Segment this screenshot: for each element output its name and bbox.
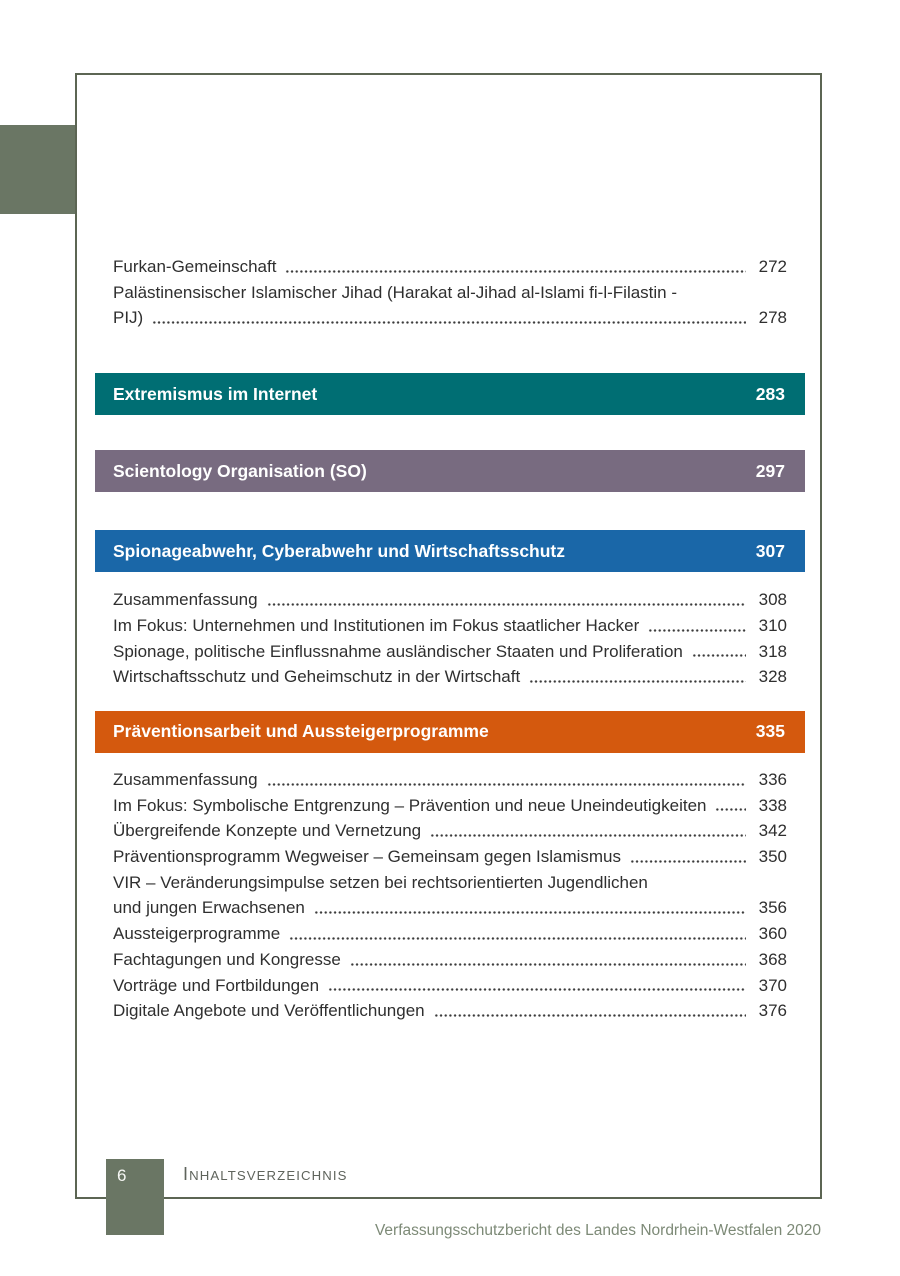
toc-header-label: Spionageabwehr, Cyberabwehr und Wirtscha… — [113, 540, 566, 561]
toc-entry-label: und jungen Erwachsenen — [113, 898, 305, 918]
dot-leader — [529, 679, 746, 683]
toc-header-scientology-organisation: Scientology Organisation (SO) 297 — [95, 450, 805, 493]
chapter-side-tab — [0, 125, 77, 214]
toc-entry-page-number: 318 — [758, 641, 787, 661]
toc-header-spionageabwehr: Spionageabwehr, Cyberabwehr und Wirtscha… — [95, 530, 805, 573]
toc-entry: Furkan-Gemeinschaft 272 — [113, 254, 787, 280]
toc-header-praeventionsarbeit: Präventionsarbeit und Aussteigerprogramm… — [95, 710, 805, 753]
page-number-box: 6 — [106, 1159, 164, 1235]
toc-entry: VIR – Veränderungsimpulse setzen bei rec… — [113, 870, 787, 896]
toc-entry-label: Fachtagungen und Kongresse — [113, 949, 341, 969]
toc-entry-page-number: 278 — [758, 308, 787, 328]
toc-entry-label: Wirtschaftsschutz und Geheimschutz in de… — [113, 667, 521, 687]
dot-leader — [289, 936, 746, 940]
toc-entry-label: Im Fokus: Symbolische Entgrenzung – Präv… — [113, 795, 707, 815]
footer-section-label: Inhaltsverzeichnis — [183, 1164, 348, 1184]
dot-leader — [715, 808, 746, 812]
toc-entry-page-number: 338 — [758, 795, 787, 815]
toc-header-extremismus-im-internet: Extremismus im Internet 283 — [95, 373, 805, 416]
toc-entry-page-number: 368 — [758, 949, 787, 969]
toc-entry: Übergreifende Konzepte und Vernetzung 342 — [113, 818, 787, 844]
toc-header-label: Extremismus im Internet — [113, 383, 318, 404]
toc-entry-label: Übergreifende Konzepte und Vernetzung — [113, 821, 422, 841]
toc-entry-group: Zusammenfassung 336 Im Fokus: Symbolische … — [95, 767, 805, 1024]
toc-entry: Fachtagungen und Kongresse 368 — [113, 947, 787, 973]
toc-header-page-number: 297 — [755, 460, 785, 481]
dot-leader — [152, 321, 746, 325]
dot-leader — [349, 962, 746, 966]
toc-entry-label: Spionage, politische Einflussnahme auslä… — [113, 641, 683, 661]
toc-entry-label: PIJ) — [113, 308, 144, 328]
toc-entry-label: Präventionsprogramm Wegweiser – Gemeinsa… — [113, 847, 621, 867]
table-of-contents: Furkan-Gemeinschaft 272 Palästinensischer … — [95, 254, 805, 1024]
dot-leader — [433, 1013, 746, 1017]
toc-entry-page-number: 336 — [758, 769, 787, 789]
toc-entry: Im Fokus: Unternehmen und Institutionen … — [113, 613, 787, 639]
toc-entry-page-number: 310 — [758, 615, 787, 635]
dot-leader — [328, 988, 746, 992]
toc-entry-page-number: 342 — [758, 821, 787, 841]
toc-entry-label: VIR – Veränderungsimpulse setzen bei rec… — [113, 872, 648, 892]
dot-leader — [266, 782, 746, 786]
dot-leader — [630, 859, 746, 863]
toc-entry-page-number: 328 — [758, 667, 787, 687]
dot-leader — [691, 654, 746, 658]
toc-entry-label: Zusammenfassung — [113, 590, 258, 610]
toc-entry: Zusammenfassung 336 — [113, 767, 787, 793]
toc-header-page-number: 307 — [755, 540, 785, 561]
toc-entry: PIJ) 278 — [113, 305, 787, 331]
dot-leader — [266, 602, 746, 606]
toc-entry-page-number: 272 — [758, 257, 787, 276]
toc-entry-label: Zusammenfassung — [113, 769, 258, 789]
toc-entry: Palästinensischer Islamischer Jihad (Har… — [113, 280, 787, 306]
toc-entry-label: Furkan-Gemeinschaft — [113, 257, 277, 276]
toc-entry: Präventionsprogramm Wegweiser – Gemeinsa… — [113, 844, 787, 870]
toc-entry-label: Im Fokus: Unternehmen und Institutionen … — [113, 615, 640, 635]
toc-header-label: Präventionsarbeit und Aussteigerprogramm… — [113, 721, 489, 742]
toc-entry: Digitale Angebote und Veröffentlichungen… — [113, 998, 787, 1024]
toc-entry: und jungen Erwachsenen 356 — [113, 895, 787, 921]
toc-entry: Vorträge und Fortbildungen 370 — [113, 973, 787, 999]
toc-entry-page-number: 370 — [758, 975, 787, 995]
toc-entry-page-number: 308 — [758, 590, 787, 610]
dot-leader — [430, 834, 746, 838]
toc-entry-page-number: 356 — [758, 898, 787, 918]
toc-header-page-number: 283 — [755, 383, 785, 404]
toc-entry-page-number: 376 — [758, 1001, 787, 1021]
toc-entry-label: Aussteigerprogramme — [113, 924, 281, 944]
dot-leader — [285, 269, 746, 273]
dot-leader — [648, 628, 746, 632]
toc-entry-group: Zusammenfassung 308 Im Fokus: Unternehmen … — [95, 587, 805, 690]
toc-entry: Wirtschaftsschutz und Geheimschutz in de… — [113, 664, 787, 690]
toc-entry-label: Palästinensischer Islamischer Jihad (Har… — [113, 282, 678, 302]
dot-leader — [313, 911, 746, 915]
toc-entry-page-number: 350 — [758, 847, 787, 867]
toc-entry-label: Vorträge und Fortbildungen — [113, 975, 320, 995]
toc-header-label: Scientology Organisation (SO) — [113, 460, 367, 481]
report-title: Verfassungsschutzbericht des Landes Nord… — [374, 1222, 821, 1239]
toc-entry-page-number: 360 — [758, 924, 787, 944]
toc-entry-label: Digitale Angebote und Veröffentlichungen — [113, 1001, 425, 1021]
toc-entry: Aussteigerprogramme 360 — [113, 921, 787, 947]
toc-header-page-number: 335 — [755, 721, 785, 742]
toc-entry-group: Furkan-Gemeinschaft 272 Palästinensischer … — [95, 254, 805, 331]
toc-entry: Im Fokus: Symbolische Entgrenzung – Präv… — [113, 793, 787, 819]
page-number: 6 — [117, 1166, 127, 1185]
toc-entry: Zusammenfassung 308 — [113, 587, 787, 613]
toc-entry: Spionage, politische Einflussnahme auslä… — [113, 639, 787, 665]
